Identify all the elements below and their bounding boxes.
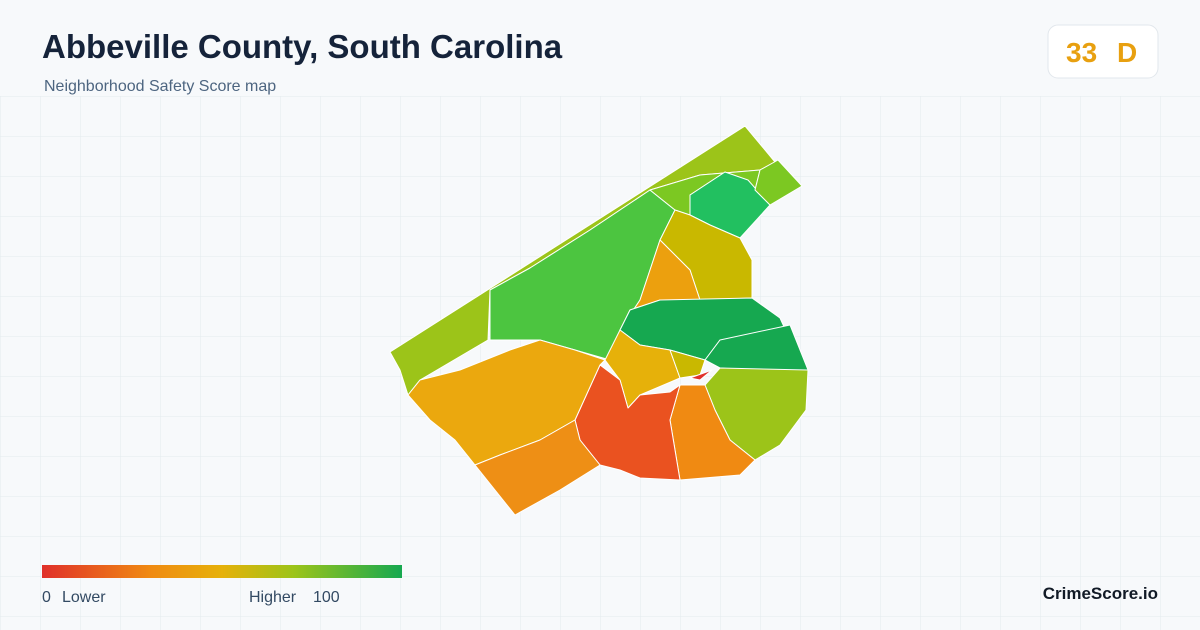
score-value: 33 bbox=[1066, 37, 1097, 68]
region bbox=[754, 159, 803, 206]
subtitle: Neighborhood Safety Score map bbox=[44, 78, 276, 95]
legend-min-label: Lower bbox=[62, 589, 106, 606]
region bbox=[407, 339, 606, 466]
legend-min: 0 bbox=[42, 589, 51, 606]
county-map bbox=[389, 125, 809, 516]
brand: CrimeScore.io bbox=[1043, 584, 1158, 603]
region bbox=[689, 369, 713, 381]
legend-max: 100 bbox=[313, 589, 340, 606]
region bbox=[574, 364, 681, 481]
score-grade: D bbox=[1117, 37, 1137, 68]
score-badge bbox=[1047, 24, 1159, 79]
legend-scale bbox=[42, 565, 402, 578]
title: Abbeville County, South Carolina bbox=[42, 28, 563, 65]
legend-max-label: Higher bbox=[249, 589, 297, 606]
region bbox=[474, 419, 601, 516]
